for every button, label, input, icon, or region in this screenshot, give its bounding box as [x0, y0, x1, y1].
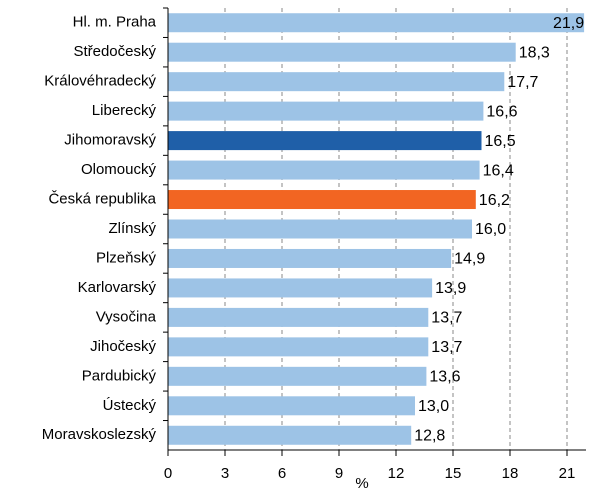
- y-tick-label: Plzeňský: [96, 249, 157, 266]
- value-label: 16,2: [479, 192, 510, 209]
- y-tick-label: Pardubický: [82, 367, 157, 384]
- bar: [168, 219, 472, 239]
- y-tick-label: Zlínský: [108, 220, 156, 237]
- value-label: 17,7: [507, 74, 538, 91]
- value-label: 16,4: [483, 162, 514, 179]
- bar: [168, 396, 415, 416]
- bar: [168, 42, 516, 62]
- bar: [168, 425, 412, 445]
- y-tick-label: Jihočeský: [90, 338, 156, 355]
- value-label: 13,7: [431, 339, 462, 356]
- value-label: 12,8: [414, 427, 445, 444]
- value-label: 13,0: [418, 398, 449, 415]
- y-tick-label: Česká republika: [48, 191, 156, 208]
- y-tick-label: Karlovarský: [78, 279, 157, 296]
- x-tick-label: 15: [445, 465, 462, 482]
- bar: [168, 307, 429, 327]
- x-tick-label: 12: [388, 465, 405, 482]
- value-label: 13,6: [429, 369, 460, 386]
- x-tick-label: 21: [559, 465, 576, 482]
- x-tick-label: 0: [164, 465, 172, 482]
- y-tick-label: Olomoucký: [81, 161, 157, 178]
- x-tick-label: 3: [221, 465, 229, 482]
- y-tick-label: Liberecký: [92, 102, 157, 119]
- bar: [168, 190, 476, 210]
- y-tick-label: Středočeský: [73, 43, 156, 60]
- value-label: 21,9: [553, 15, 584, 32]
- y-tick-label: Ústecký: [103, 397, 157, 414]
- bar: [168, 72, 505, 92]
- y-tick-label: Moravskoslezský: [42, 426, 157, 443]
- bar: [168, 160, 480, 180]
- value-label: 16,0: [475, 221, 506, 238]
- x-tick-label: 9: [335, 465, 343, 482]
- x-tick-label: 6: [278, 465, 286, 482]
- y-tick-label: Královéhradecký: [44, 73, 156, 90]
- value-label: 13,7: [431, 310, 462, 327]
- value-label: 18,3: [519, 44, 550, 61]
- bar: [168, 337, 429, 357]
- y-tick-label: Hl. m. Praha: [73, 14, 157, 31]
- y-tick-label: Jihomoravský: [64, 132, 156, 149]
- bar: [168, 13, 585, 33]
- bar: [168, 278, 433, 298]
- value-label: 14,9: [454, 251, 485, 268]
- bar: [168, 248, 452, 268]
- value-label: 16,6: [486, 103, 517, 120]
- value-label: 16,5: [485, 133, 516, 150]
- x-tick-label: 18: [502, 465, 519, 482]
- x-axis-label: %: [355, 475, 368, 490]
- bar: [168, 366, 427, 386]
- bar: [168, 101, 484, 121]
- value-label: 13,9: [435, 280, 466, 297]
- y-tick-label: Vysočina: [96, 308, 157, 325]
- bar: [168, 131, 482, 151]
